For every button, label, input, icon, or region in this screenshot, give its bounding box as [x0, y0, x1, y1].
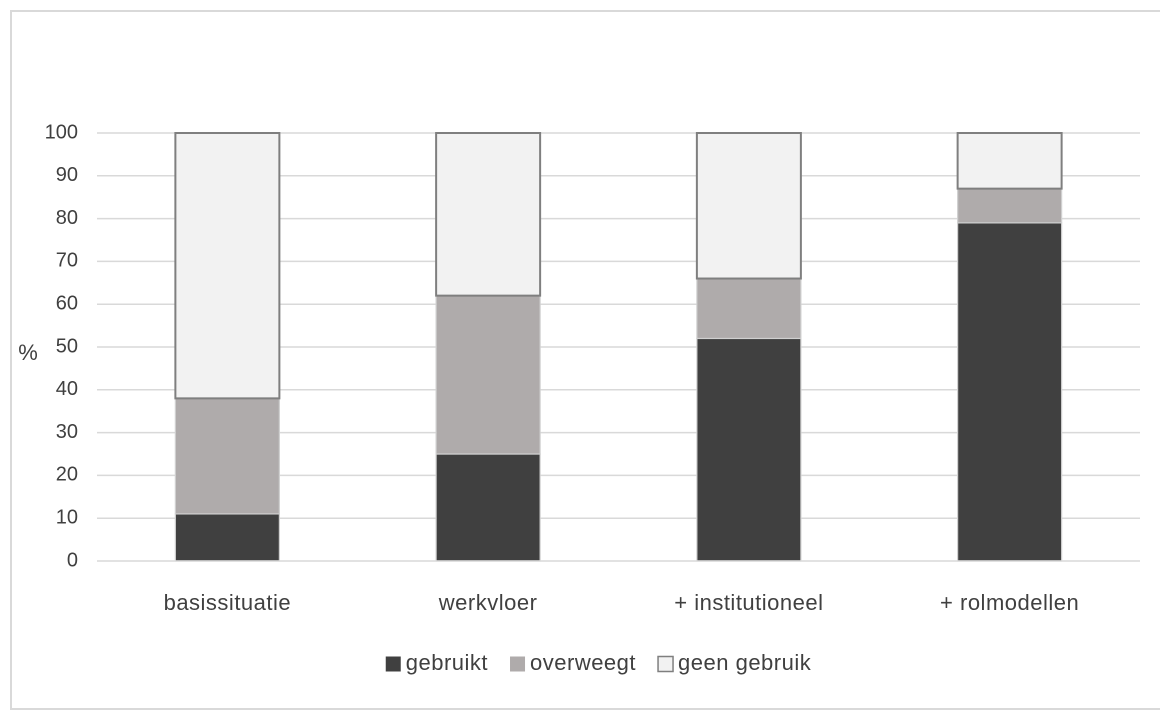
y-tick-label: 70	[56, 250, 78, 272]
legend-swatch-geen-gebruik	[657, 655, 674, 673]
bar-segment-gebruikt	[696, 337, 802, 562]
y-axis-tick-labels: 0 10 20 30 40 50 60 70 80 90 100	[45, 121, 78, 571]
y-tick-label: 20	[56, 464, 78, 486]
y-tick-label: 50	[56, 335, 78, 357]
y-tick-label: 60	[56, 292, 78, 314]
bar-segment-overweegt	[435, 295, 541, 455]
y-tick-label: 0	[67, 549, 78, 571]
y-tick-label: 30	[56, 421, 78, 443]
legend-label: gebruikt	[406, 650, 488, 675]
bar-segment-geen-gebruik	[956, 132, 1063, 190]
y-tick-label: 10	[56, 506, 78, 528]
bar-segment-overweegt	[174, 397, 280, 515]
y-axis-title: %	[18, 340, 38, 365]
y-tick-label: 80	[56, 207, 78, 229]
bar-segment-gebruikt	[174, 513, 280, 562]
legend: gebruikt overweegt geen gebruik	[385, 650, 812, 675]
y-tick-label: 90	[56, 164, 78, 186]
bar-segment-overweegt	[957, 188, 1063, 224]
bars	[174, 132, 1063, 562]
x-category-label: + institutioneel	[674, 590, 823, 615]
legend-swatch-gebruikt	[385, 656, 401, 672]
x-axis-category-labels: basissituatie werkvloer + institutioneel + …	[164, 590, 1079, 615]
bar-segment-overweegt	[696, 277, 802, 340]
bar-segment-geen-gebruik	[174, 132, 281, 400]
bar-segment-geen-gebruik	[695, 132, 802, 280]
legend-label: geen gebruik	[678, 650, 812, 675]
bar-segment-gebruikt	[435, 453, 541, 562]
x-category-label: basissituatie	[164, 590, 292, 615]
y-tick-label: 100	[45, 121, 78, 143]
legend-label: overweegt	[530, 650, 636, 675]
bar-segment-geen-gebruik	[435, 132, 542, 297]
y-tick-label: 40	[56, 378, 78, 400]
bar-segment-gebruikt	[957, 222, 1063, 562]
x-category-label: werkvloer	[438, 590, 538, 615]
legend-swatch-overweegt	[510, 656, 526, 672]
x-category-label: + rolmodellen	[940, 590, 1079, 615]
